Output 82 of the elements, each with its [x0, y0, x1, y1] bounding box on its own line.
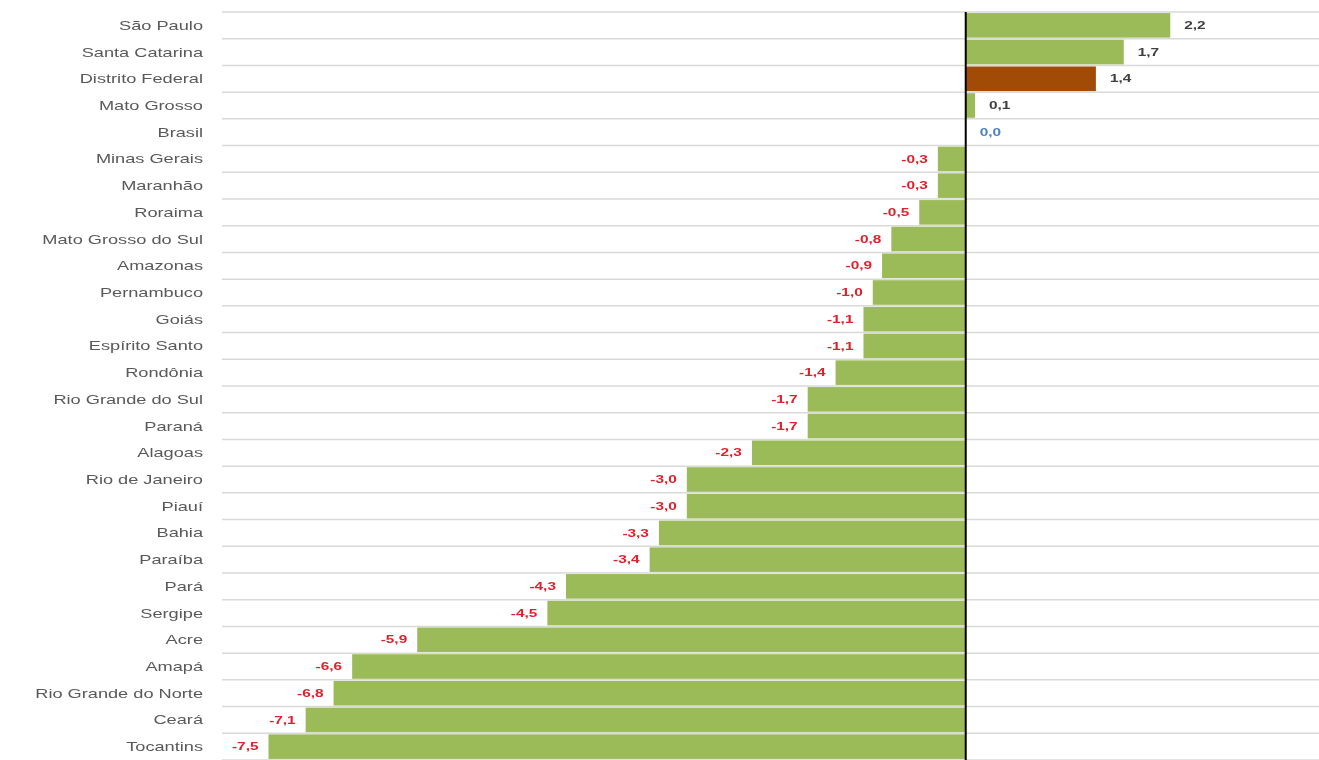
y-tick-label: Roraima [134, 205, 204, 220]
bar [919, 200, 966, 225]
data-label: -1,4 [799, 366, 827, 379]
y-tick-label: Minas Gerais [95, 151, 204, 166]
bar [333, 680, 966, 706]
y-tick-label: Pernambuco [99, 285, 204, 300]
data-label: -6,8 [297, 687, 325, 700]
y-tick-label: Rondônia [125, 365, 204, 380]
data-label: -2,3 [715, 446, 742, 459]
data-label: -1,1 [826, 313, 855, 326]
data-label: 0,1 [989, 99, 1012, 112]
y-tick-label: Mato Grosso do Sul [42, 232, 203, 247]
data-label: -0,5 [882, 206, 910, 219]
data-label: -7,1 [269, 713, 297, 727]
data-label: -1,7 [771, 419, 798, 433]
y-tick-label: Tocantins [126, 739, 204, 754]
y-tick-label: Maranhão [121, 178, 204, 193]
bar [417, 627, 966, 653]
data-label: -4,5 [510, 606, 539, 620]
y-tick-label: Rio Grande do Sul [53, 392, 203, 407]
bar [565, 574, 966, 599]
data-label: -3,0 [650, 473, 677, 486]
bar [891, 226, 966, 252]
data-label: -0,3 [901, 179, 928, 192]
data-label: -3,3 [622, 526, 649, 540]
bar [352, 654, 966, 679]
y-tick-label: Amapá [145, 659, 204, 674]
bar [658, 520, 966, 546]
bar [305, 707, 966, 733]
bar [686, 493, 966, 519]
data-label: -3,4 [613, 553, 641, 566]
data-label: -3,0 [650, 500, 677, 513]
bar [807, 413, 966, 439]
y-tick-label: Rio Grande do Norte [35, 686, 204, 701]
y-tick-label: Santa Catarina [81, 45, 204, 60]
data-label: 2,2 [1184, 19, 1206, 32]
data-label: -1,0 [836, 286, 863, 299]
data-label: -0,3 [901, 152, 928, 166]
bar [937, 173, 966, 198]
y-tick-label: Paraná [144, 419, 204, 434]
bar [547, 600, 966, 626]
data-label: -6,6 [315, 660, 343, 673]
bar [965, 66, 1096, 92]
data-label: -1,7 [771, 393, 798, 406]
bar [686, 467, 966, 492]
y-tick-label: Rio de Janeiro [85, 472, 204, 487]
bar [649, 547, 966, 572]
data-label: -0,9 [845, 259, 873, 272]
bar [268, 734, 966, 759]
data-label: 0,0 [979, 126, 1002, 139]
bar [882, 253, 966, 279]
bar [872, 280, 966, 305]
data-label: -1,1 [826, 339, 855, 353]
y-tick-label: Acre [165, 632, 204, 647]
y-tick-label: Mato Grosso [98, 98, 204, 113]
y-tick-label: Paraíba [139, 552, 204, 567]
y-tick-label: Piauí [161, 499, 204, 514]
data-label: -0,8 [854, 232, 882, 246]
bar [863, 306, 966, 332]
data-label: 1,7 [1137, 45, 1160, 59]
y-tick-label: Sergipe [140, 606, 204, 621]
y-tick-label: Bahia [156, 525, 204, 540]
data-label: 1,4 [1109, 72, 1132, 85]
y-tick-label: Alagoas [137, 445, 204, 460]
bar [835, 360, 966, 385]
y-tick-label: Espírito Santo [88, 338, 204, 353]
y-tick-label: Ceará [153, 712, 204, 727]
bar [807, 387, 966, 412]
data-label: -4,3 [529, 580, 556, 593]
y-tick-label: Distrito Federal [79, 71, 203, 86]
bar [751, 440, 966, 466]
bar [965, 13, 1171, 38]
y-tick-label: São Paulo [119, 18, 204, 33]
y-tick-label: Brasil [157, 125, 203, 140]
data-label: -7,5 [231, 740, 260, 753]
bar [863, 333, 966, 359]
data-label: -5,9 [380, 633, 408, 646]
bar [965, 39, 1124, 65]
y-tick-label: Pará [164, 579, 204, 594]
y-tick-label: Amazonas [117, 258, 204, 273]
bar [937, 146, 966, 172]
y-tick-label: Goiás [155, 312, 204, 327]
